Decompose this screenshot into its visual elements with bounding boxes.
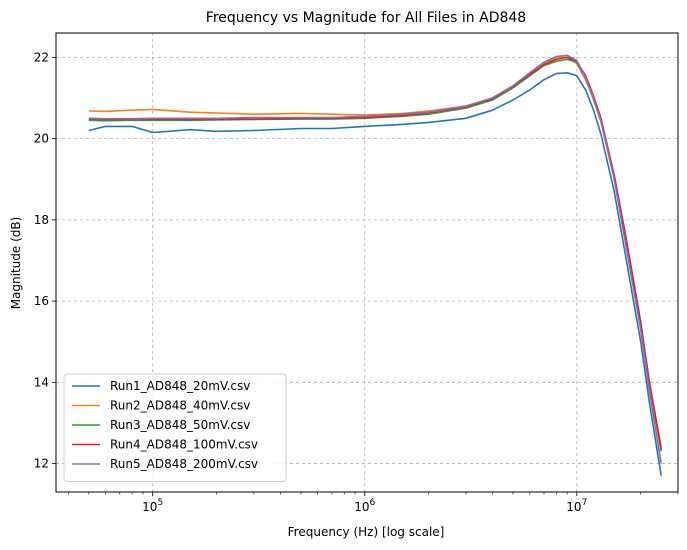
x-tick-exponent: 6: [370, 498, 376, 508]
y-tick-label: 16: [34, 294, 49, 308]
plot-frame: [55, 32, 679, 493]
y-tick-label: 12: [34, 457, 49, 471]
x-tick-base: 10: [566, 500, 581, 514]
x-tick-base: 10: [354, 500, 369, 514]
y-tick-label: 14: [34, 375, 49, 389]
legend-label-3: Run3_AD848_50mV.csv: [110, 418, 250, 432]
series-line-1: [88, 72, 662, 476]
legend-box: [63, 373, 287, 482]
x-tick-exponent: 5: [157, 498, 163, 508]
x-axis-ticks: 105 106 107: [67, 492, 679, 514]
series-line-5: [88, 54, 662, 464]
legend-label-4: Run4_AD848_100mV.csv: [110, 438, 258, 452]
y-tick-label: 20: [34, 132, 49, 146]
legend: Run1_AD848_20mV.csv Run2_AD848_40mV.csv Ru…: [63, 373, 287, 482]
x-axis-label: Frequency (Hz) [log scale]: [288, 525, 445, 539]
series-layer: [88, 54, 662, 476]
legend-label-2: Run2_AD848_40mV.csv: [110, 399, 250, 413]
x-tick-label: 105: [142, 498, 163, 514]
y-tick-label: 22: [34, 50, 49, 64]
x-tick-exponent: 7: [582, 498, 588, 508]
legend-label-5: Run5_AD848_200mV.csv: [110, 457, 258, 471]
x-tick-base: 10: [142, 500, 157, 514]
legend-label-1: Run1_AD848_20mV.csv: [110, 379, 250, 393]
x-tick-label: 106: [354, 498, 375, 514]
x-tick-label: 107: [566, 498, 587, 514]
y-axis-label: Magnitude (dB): [9, 217, 23, 310]
chart-title: Frequency vs Magnitude for All Files in …: [206, 10, 526, 26]
y-tick-label: 18: [34, 213, 49, 227]
y-axis-ticks: 12 14 16 18 20 22: [34, 50, 56, 471]
